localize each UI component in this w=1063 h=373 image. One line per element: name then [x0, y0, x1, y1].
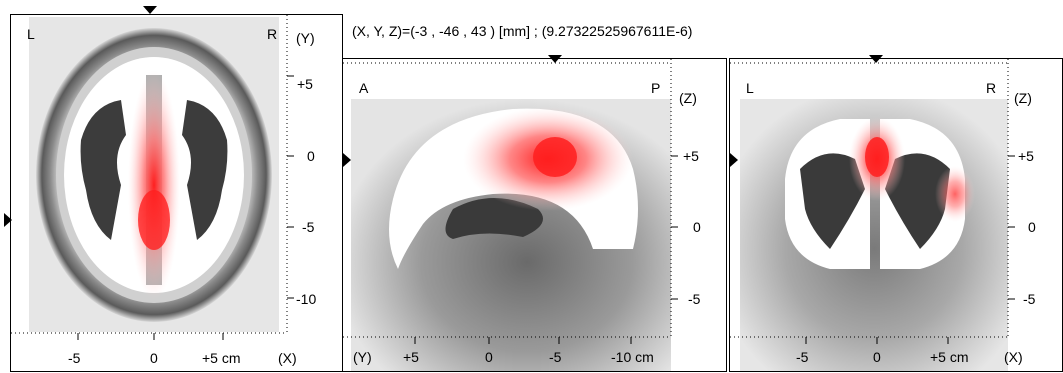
coronal-brain-image[interactable]: [730, 59, 1063, 373]
coronal-z-tick: -5: [1023, 291, 1036, 307]
coordinate-readout: (X, Y, Z)=(-3 , -46 , 43 ) [mm] ; (9.273…: [352, 23, 693, 39]
axial-brain-image[interactable]: [11, 15, 344, 373]
axial-corner-right: R: [267, 26, 278, 42]
axial-y-tick: -5: [302, 219, 315, 235]
sagittal-y-tick: +5: [403, 349, 419, 365]
sagittal-z-position-marker[interactable]: [343, 153, 351, 167]
axial-y-tick: +5: [297, 76, 313, 92]
coronal-axis-vertical-label: (Z): [1014, 90, 1032, 106]
sagittal-tick-marks: [343, 59, 678, 344]
coronal-x-tick: -5: [796, 349, 809, 365]
axial-x-tick: 0: [150, 350, 158, 366]
coronal-corner-left: L: [746, 80, 754, 96]
axial-tick-marks: [11, 15, 294, 340]
coronal-tick-marks: [730, 59, 1015, 344]
sagittal-z-tick: -5: [688, 291, 701, 307]
axial-x-tick: -5: [68, 350, 81, 366]
sagittal-brain-image[interactable]: [343, 59, 728, 373]
axial-view-panel[interactable]: L R (Y) +5 0 -5 -10 -5 0 +5 cm (X): [10, 14, 343, 372]
axial-y-tick: -10: [296, 291, 317, 307]
axial-y-position-marker[interactable]: [4, 213, 12, 227]
sagittal-y-tick: -10 cm: [611, 349, 654, 365]
sagittal-y-tick: -5: [549, 349, 562, 365]
coronal-view-panel[interactable]: L R (Z) +5 0 -5 -5 0 +5 cm (X): [729, 58, 1063, 372]
sagittal-y-tick: 0: [485, 349, 493, 365]
axial-axis-vertical-label: (Y): [296, 30, 315, 46]
coronal-x-tick: 0: [873, 349, 881, 365]
coronal-x-tick: +5 cm: [930, 349, 969, 365]
sagittal-view-panel[interactable]: A P (Z) +5 0 -5 (Y) +5 0 -5 -10 cm: [342, 58, 727, 372]
sagittal-axis-vertical-label: (Z): [679, 90, 697, 106]
coronal-corner-right: R: [986, 80, 997, 96]
axial-corner-left: L: [27, 26, 35, 42]
coronal-z-tick: +5: [1018, 148, 1034, 164]
coronal-x-position-marker[interactable]: [869, 55, 883, 63]
coronal-axis-horizontal-label: (X): [1004, 349, 1023, 365]
sagittal-corner-left: A: [359, 80, 369, 96]
sagittal-z-tick: 0: [693, 219, 701, 235]
sagittal-z-tick: +5: [683, 148, 699, 164]
axial-axis-horizontal-label: (X): [278, 350, 297, 366]
coronal-z-position-marker[interactable]: [730, 153, 738, 167]
sagittal-axis-horizontal-label: (Y): [353, 349, 372, 365]
sagittal-corner-right: P: [651, 80, 661, 96]
sagittal-y-position-marker[interactable]: [548, 55, 562, 63]
axial-x-tick: +5 cm: [202, 350, 241, 366]
axial-y-tick: 0: [307, 148, 315, 164]
coronal-z-tick: 0: [1028, 219, 1036, 235]
axial-x-position-marker[interactable]: [143, 6, 157, 14]
